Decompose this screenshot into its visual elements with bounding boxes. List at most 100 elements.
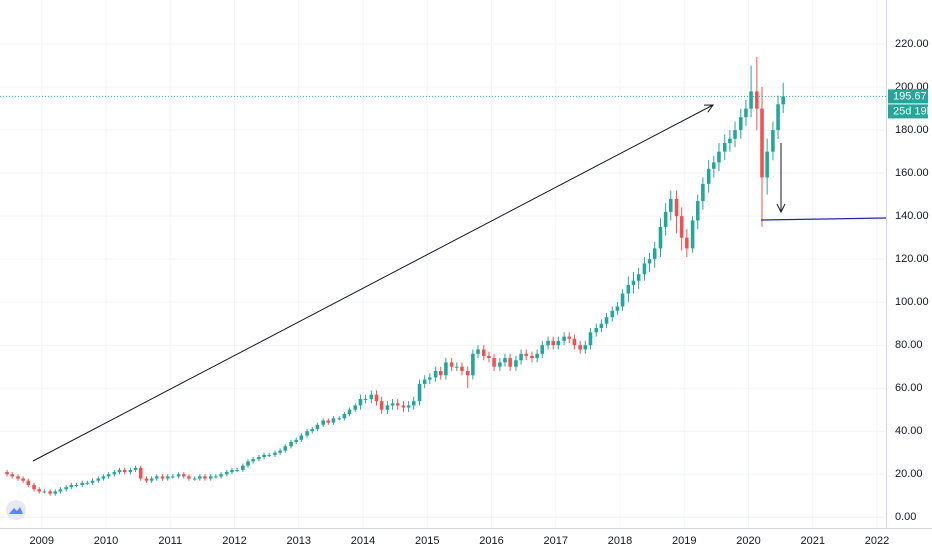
candle-body <box>599 323 604 328</box>
candle-body <box>728 138 732 144</box>
candle-body <box>198 476 202 479</box>
candle-body <box>562 336 566 341</box>
candle-body <box>567 336 572 339</box>
y-tick-label: 120.00 <box>895 253 929 265</box>
candle-body <box>663 211 668 227</box>
x-tick-label: 2016 <box>479 535 503 547</box>
logo[interactable] <box>6 500 26 520</box>
candle-body <box>5 472 9 475</box>
candle-body <box>58 489 63 492</box>
candle-body <box>465 370 470 376</box>
candle-body <box>695 201 700 221</box>
candle-body <box>64 487 68 490</box>
candle-body <box>326 420 331 423</box>
candle-body <box>230 469 234 473</box>
candle-body <box>342 414 347 419</box>
candle-body <box>615 306 620 311</box>
y-tick-label: 220.00 <box>895 38 929 50</box>
candle-body <box>74 484 79 486</box>
candle-body <box>144 478 149 481</box>
candle-body <box>594 327 599 333</box>
candle-body <box>572 338 577 346</box>
candle-body <box>32 484 36 490</box>
candle-body <box>219 474 223 477</box>
candle-body <box>337 418 342 420</box>
candle-body <box>80 482 85 485</box>
candle-body <box>481 349 486 356</box>
candle-body <box>652 248 657 260</box>
candle-body <box>749 91 753 109</box>
x-tick-label: 2014 <box>351 535 375 547</box>
y-tick-label: 40.00 <box>895 425 923 437</box>
candle-body <box>722 143 727 152</box>
candle-body <box>208 476 213 479</box>
candle-body <box>411 401 416 406</box>
x-tick-label: 2012 <box>222 535 246 547</box>
candle-body <box>369 394 374 399</box>
candle-body <box>771 130 775 152</box>
candle-body <box>546 340 550 346</box>
candle-body <box>620 293 625 307</box>
candle-body <box>133 467 138 470</box>
x-tick-label: 2022 <box>865 535 889 547</box>
horizontal-ray[interactable] <box>760 217 887 221</box>
candle-body <box>69 484 74 488</box>
candle-body <box>289 441 293 447</box>
candle-body <box>487 355 491 359</box>
y-tick-label: 160.00 <box>895 167 929 179</box>
candle-body <box>246 461 250 466</box>
candle-body <box>26 480 31 485</box>
x-tick-label: 2017 <box>544 535 568 547</box>
candle-body <box>16 476 20 479</box>
candle-body <box>781 96 785 105</box>
candle-body <box>755 91 759 109</box>
candle-body <box>776 104 780 131</box>
x-tick-label: 2010 <box>94 535 118 547</box>
trend-arrow[interactable] <box>32 105 713 462</box>
candle-body <box>331 418 336 423</box>
candle-body <box>765 151 769 178</box>
candle-body <box>305 431 309 436</box>
candle-body <box>154 476 159 479</box>
candle-body <box>363 398 368 400</box>
candle-body <box>444 362 448 376</box>
candle-body <box>631 280 636 285</box>
candle-body <box>422 379 427 384</box>
candle-body <box>647 259 652 264</box>
candle-body <box>149 478 154 481</box>
candle-body <box>358 398 363 406</box>
candle-body <box>535 353 539 359</box>
candle-body <box>492 358 496 367</box>
candle-body <box>668 198 673 212</box>
candle-body <box>712 162 716 169</box>
y-tick-label: 20.00 <box>895 468 923 480</box>
countdown-box <box>888 104 928 119</box>
candle-body <box>171 476 175 478</box>
y-tick-label: 140.00 <box>895 210 929 222</box>
candle-body <box>138 467 143 479</box>
candle-body <box>187 476 191 479</box>
candle-body <box>128 469 133 473</box>
candle-body <box>508 358 512 367</box>
logo-shape <box>9 507 23 514</box>
candle-body <box>214 476 218 478</box>
x-tick-label: 2011 <box>158 535 182 547</box>
candle-body <box>37 489 41 492</box>
candle-body <box>117 469 122 473</box>
candle-body <box>449 362 454 367</box>
candle-body <box>744 108 748 118</box>
candle-body <box>321 420 325 425</box>
countdown-label: 25d 19h <box>893 105 932 117</box>
candle-body <box>21 478 25 481</box>
candle-body <box>556 340 561 346</box>
candle-body <box>642 263 647 275</box>
candle-body <box>257 457 261 460</box>
candle-body <box>278 450 282 453</box>
candle-body <box>706 168 711 184</box>
x-tick-label: 2020 <box>736 535 760 547</box>
candle-body <box>299 435 304 440</box>
candle-body <box>690 220 695 249</box>
x-tick-label: 2021 <box>801 535 825 547</box>
